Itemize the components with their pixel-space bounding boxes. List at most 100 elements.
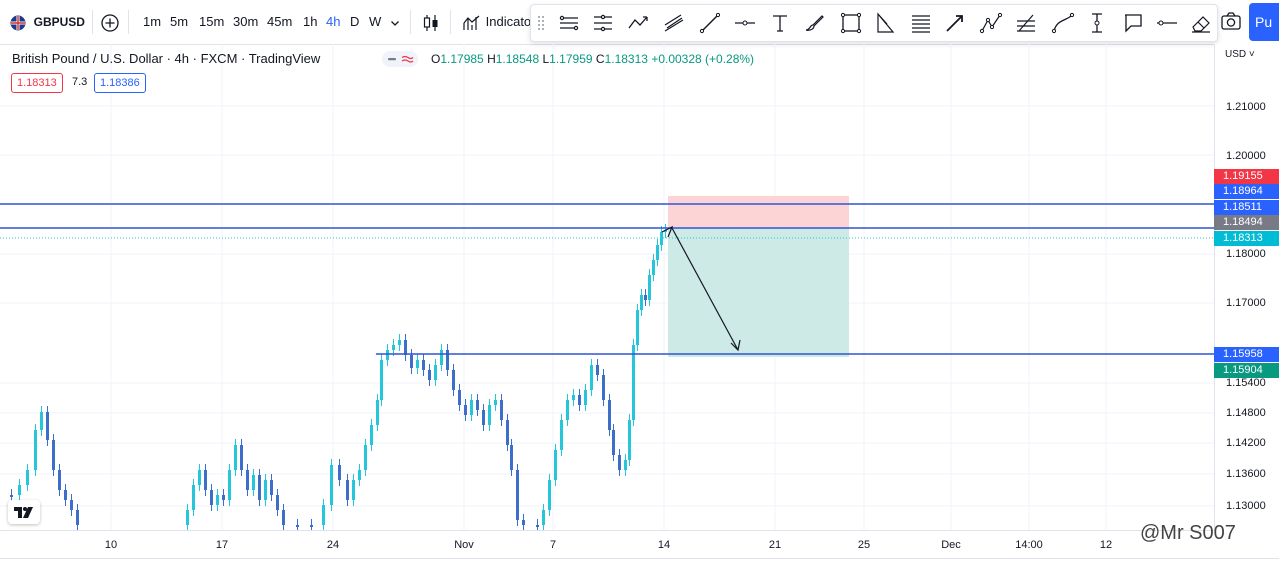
candle-body: [652, 260, 655, 275]
parallel-channel-icon[interactable]: [662, 11, 686, 35]
interval-30m[interactable]: 30m: [233, 14, 259, 29]
vertical-line-icon[interactable]: [1085, 11, 1109, 35]
time-tick: 14:00: [1015, 539, 1043, 551]
candle-body: [608, 400, 611, 430]
curve-icon[interactable]: [1051, 11, 1075, 35]
candle-body: [476, 400, 479, 410]
low-key: L: [542, 52, 550, 66]
tradingview-logo-icon: [14, 507, 33, 518]
candle-body: [644, 295, 647, 300]
interval-45m[interactable]: 45m: [267, 14, 293, 29]
tradingview-logo[interactable]: [8, 500, 40, 524]
interval-w[interactable]: W: [369, 14, 382, 29]
interval-5m[interactable]: 5m: [170, 14, 189, 29]
price-tag-stop: 1.19155: [1214, 169, 1279, 184]
triangle-icon[interactable]: [873, 11, 897, 35]
price-tick: 1.20000: [1226, 150, 1266, 162]
time-tick: Dec: [941, 539, 961, 551]
horizontal-channel-icon[interactable]: [591, 11, 615, 35]
candle-body: [64, 490, 67, 500]
candle-body: [578, 395, 581, 405]
candle-body: [584, 390, 587, 405]
candle-body: [470, 400, 473, 415]
low-value: 1.17959: [549, 52, 593, 66]
candle-body: [252, 475, 255, 490]
candle-body: [422, 360, 425, 370]
symbol-label: GBPUSD: [33, 15, 85, 29]
candle-body: [380, 360, 383, 400]
price-chart[interactable]: [0, 44, 1214, 530]
indicators-icon: [463, 15, 480, 30]
time-tick: 7: [549, 539, 557, 551]
candle-body: [198, 470, 201, 485]
candle-body: [222, 495, 225, 500]
compare-button[interactable]: [100, 0, 120, 44]
price-tag-entry: 1.18494: [1214, 215, 1279, 230]
time-tick: 25: [857, 539, 871, 551]
price-tick: 1.21000: [1226, 101, 1266, 113]
divider: [92, 10, 93, 34]
candle-body: [548, 480, 551, 510]
chart-type-button[interactable]: [421, 0, 441, 44]
price-tick: 1.14200: [1226, 437, 1266, 449]
flag-icon: [10, 15, 26, 31]
callout-icon[interactable]: [1121, 11, 1145, 35]
path-icon[interactable]: [627, 11, 651, 35]
bottom-panel: [0, 558, 1279, 570]
legend-status-pill[interactable]: [382, 51, 418, 67]
xabcd-icon[interactable]: [979, 11, 1003, 35]
horizontal-line-icon[interactable]: [1155, 11, 1179, 35]
interval-dropdown[interactable]: [390, 0, 400, 44]
publish-button[interactable]: Pu: [1249, 3, 1279, 41]
price-tick: 1.17000: [1226, 297, 1266, 309]
fib-icon[interactable]: [1014, 11, 1038, 35]
time-tick: 24: [326, 539, 340, 551]
symbol-search[interactable]: GBPUSD: [10, 0, 85, 44]
high-value: 1.18548: [495, 52, 540, 66]
divider: [450, 10, 451, 34]
candle-body: [40, 412, 43, 430]
price-tick: 1.13000: [1226, 500, 1266, 512]
interval-15m[interactable]: 15m: [199, 14, 225, 29]
interval-1m[interactable]: 1m: [143, 14, 162, 29]
indicators-button[interactable]: Indicato: [462, 0, 531, 44]
open-key: O: [431, 52, 441, 66]
eraser-icon[interactable]: [1189, 11, 1213, 35]
long-position-icon[interactable]: [909, 11, 933, 35]
candle-body: [76, 510, 79, 525]
candle-body: [482, 410, 485, 425]
projection-arrow-tail: [661, 225, 674, 238]
candle-body: [216, 495, 219, 505]
grip-icon[interactable]: [537, 15, 545, 31]
horizontal-ray-icon[interactable]: [733, 11, 757, 35]
interval-d[interactable]: D: [350, 14, 360, 29]
price-tag-target: 1.15904: [1214, 363, 1279, 378]
camera-icon[interactable]: [1220, 10, 1242, 32]
currency-selector[interactable]: USD ˅: [1225, 49, 1255, 60]
trend-angle-icon[interactable]: [557, 11, 581, 35]
time-axis[interactable]: 10 17 24 Nov 7 14 21 25 Dec 14:00 12: [0, 530, 1214, 559]
brush-icon[interactable]: [803, 11, 827, 35]
candle-body: [612, 430, 615, 455]
rectangle-icon[interactable]: [839, 11, 863, 35]
time-tick: 21: [768, 539, 782, 551]
candle-body: [434, 365, 437, 380]
sell-price-button[interactable]: 1.18313: [11, 73, 63, 93]
candle-body: [338, 465, 341, 480]
candle-body: [264, 480, 267, 500]
candle-body: [458, 390, 461, 405]
price-axis[interactable]: [1214, 44, 1279, 530]
buy-price-button[interactable]: 1.18386: [94, 73, 146, 93]
interval-4h[interactable]: 4h: [326, 14, 341, 29]
market-status-icon: [388, 55, 414, 63]
text-icon[interactable]: [768, 11, 792, 35]
candle-body: [204, 470, 207, 490]
candle-body: [234, 445, 237, 470]
arrow-icon[interactable]: [943, 11, 967, 35]
divider: [410, 10, 411, 34]
candle-body: [494, 400, 497, 405]
interval-1h[interactable]: 1h: [303, 14, 318, 29]
candle-body: [464, 405, 467, 415]
candle-body: [404, 340, 407, 355]
line-icon[interactable]: [698, 11, 722, 35]
